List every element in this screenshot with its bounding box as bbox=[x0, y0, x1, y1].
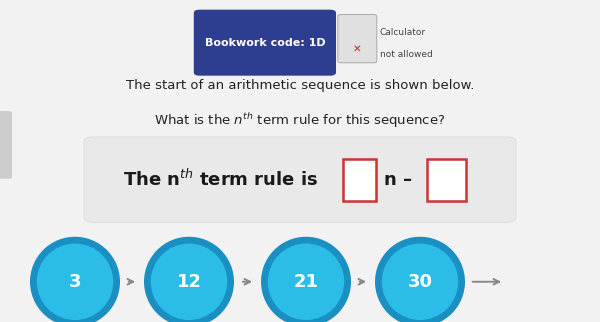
FancyBboxPatch shape bbox=[343, 159, 376, 201]
Text: 3: 3 bbox=[69, 273, 81, 291]
Ellipse shape bbox=[382, 243, 458, 320]
Text: Calculator: Calculator bbox=[380, 28, 426, 37]
Text: 21: 21 bbox=[293, 273, 319, 291]
Ellipse shape bbox=[30, 237, 120, 322]
Text: n –: n – bbox=[384, 171, 412, 188]
Ellipse shape bbox=[375, 237, 465, 322]
FancyBboxPatch shape bbox=[0, 111, 12, 179]
Ellipse shape bbox=[151, 243, 227, 320]
Ellipse shape bbox=[37, 243, 113, 320]
FancyBboxPatch shape bbox=[427, 159, 466, 201]
Text: Bookwork code: 1D: Bookwork code: 1D bbox=[205, 38, 325, 48]
Text: not allowed: not allowed bbox=[380, 50, 433, 59]
FancyBboxPatch shape bbox=[338, 14, 377, 63]
Text: ✕: ✕ bbox=[353, 43, 361, 53]
Text: The start of an arithmetic sequence is shown below.: The start of an arithmetic sequence is s… bbox=[126, 79, 474, 92]
FancyBboxPatch shape bbox=[194, 10, 336, 76]
Text: What is the $n^{th}$ term rule for this sequence?: What is the $n^{th}$ term rule for this … bbox=[154, 111, 446, 130]
Ellipse shape bbox=[268, 243, 344, 320]
Text: 30: 30 bbox=[407, 273, 433, 291]
Ellipse shape bbox=[144, 237, 234, 322]
Ellipse shape bbox=[261, 237, 351, 322]
Text: The n$^{th}$ term rule is: The n$^{th}$ term rule is bbox=[123, 169, 318, 190]
Text: 12: 12 bbox=[176, 273, 202, 291]
FancyBboxPatch shape bbox=[84, 137, 516, 222]
